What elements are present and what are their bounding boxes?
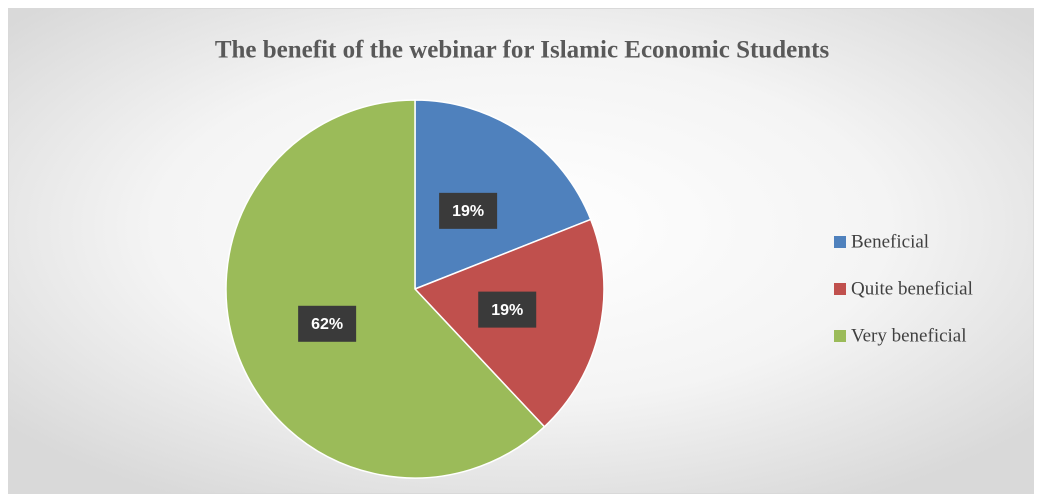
legend-swatch bbox=[834, 330, 846, 342]
data-label: 62% bbox=[311, 316, 343, 333]
data-label: 19% bbox=[491, 302, 523, 319]
legend-label: Very beneficial bbox=[851, 325, 967, 346]
data-label-box bbox=[478, 291, 537, 328]
legend-label: Quite beneficial bbox=[851, 278, 973, 299]
data-label: 19% bbox=[452, 203, 484, 220]
legend-swatch bbox=[834, 283, 846, 295]
data-label-box bbox=[439, 192, 498, 229]
pie-slice bbox=[225, 99, 546, 479]
legend-swatch bbox=[834, 236, 846, 248]
legend-label: Beneficial bbox=[851, 231, 929, 252]
pie-slice bbox=[414, 99, 592, 291]
chart-title: The benefit of the webinar for Islamic E… bbox=[215, 37, 830, 64]
data-label-box bbox=[298, 305, 357, 342]
